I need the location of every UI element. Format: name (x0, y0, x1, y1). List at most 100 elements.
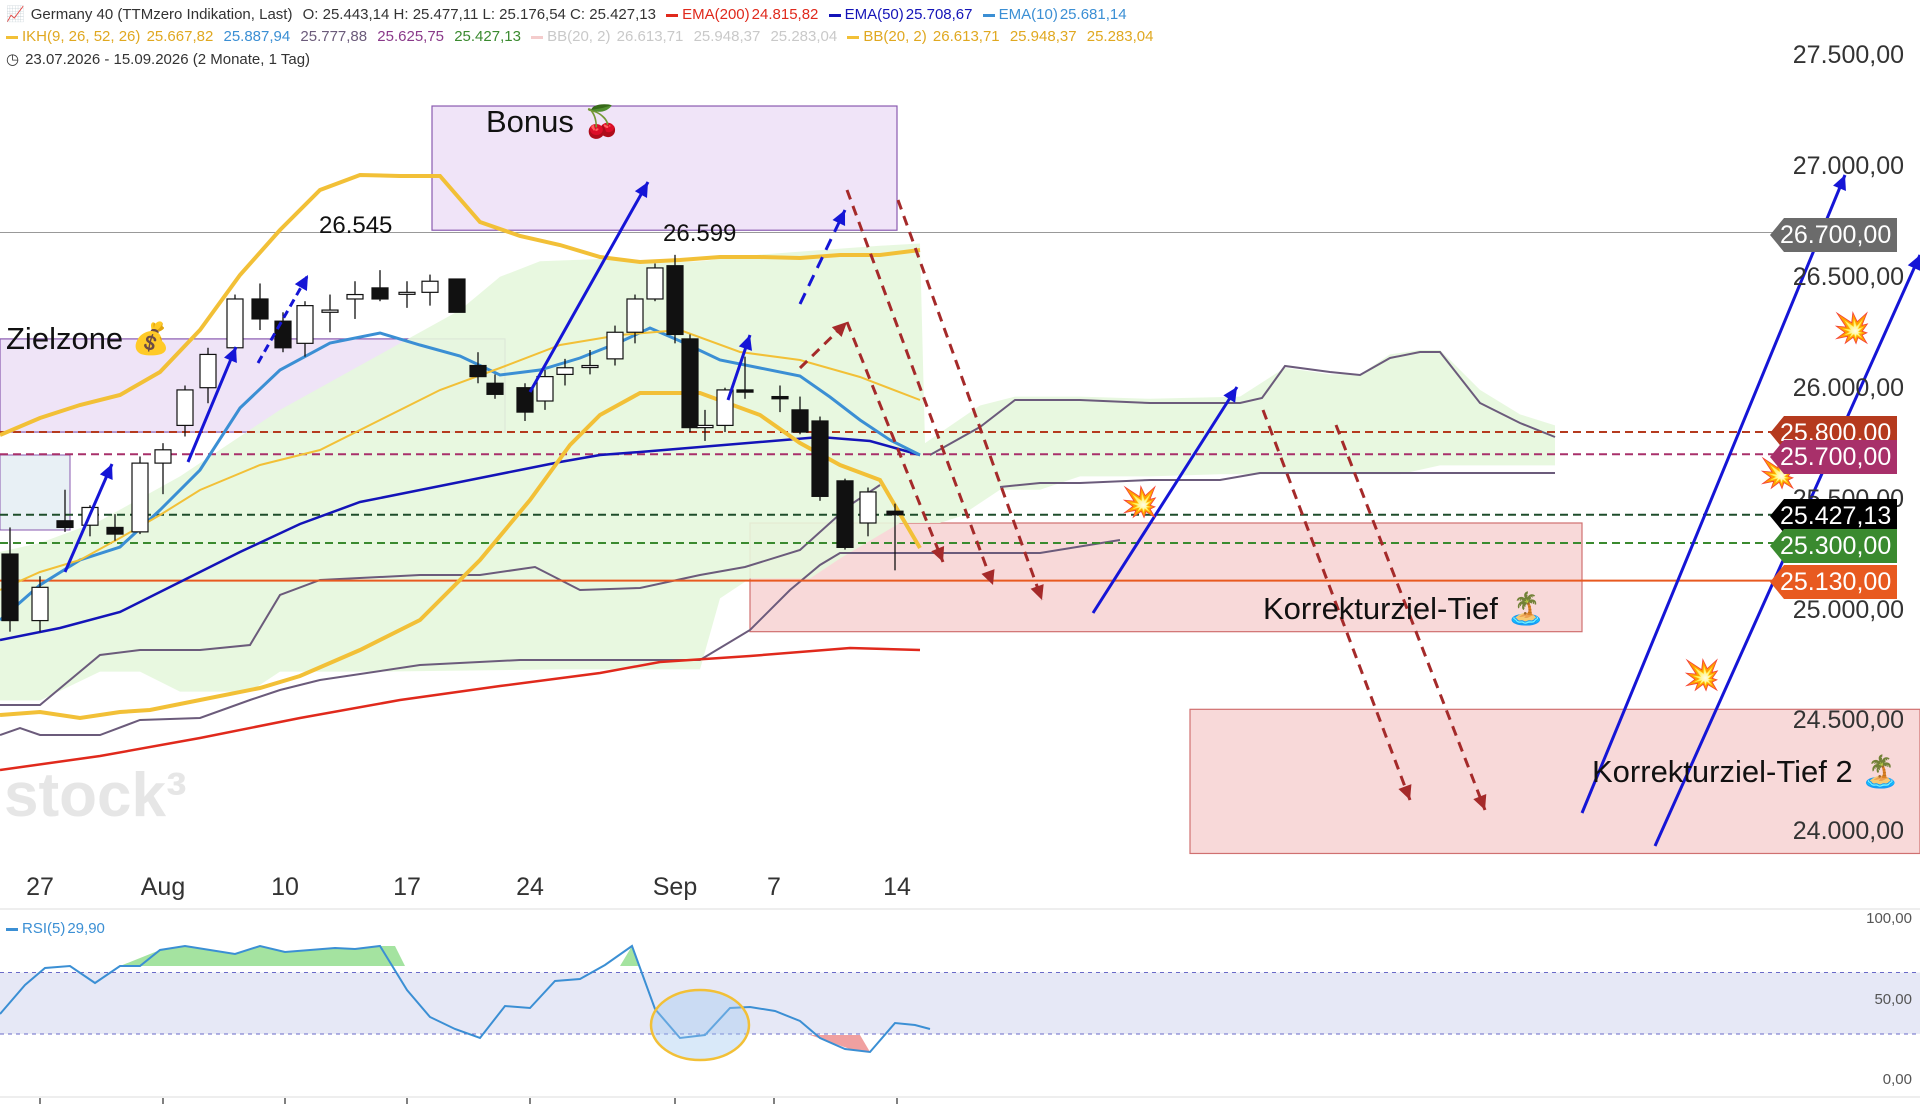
bb-grey-label[interactable]: BB(20, 2) (547, 28, 611, 45)
price-tag-25130[interactable]: 25.130,00 (1770, 565, 1898, 599)
candle-body (736, 389, 754, 393)
candle-body (536, 376, 554, 402)
candle-body (696, 424, 714, 429)
arrow-down-dashed (845, 189, 995, 586)
candle-body (106, 526, 124, 535)
x-axis-label: 14 (883, 873, 911, 901)
cloud-span-b (0, 484, 881, 706)
price-tag-26700[interactable]: 26.700,00 (1770, 218, 1898, 252)
arrow-down-dashed-head (831, 322, 847, 338)
price-tag-last[interactable]: 25.427,13 (1770, 499, 1898, 533)
zones-layer (0, 105, 1920, 855)
candle-body (371, 287, 389, 300)
price-tag-25700[interactable]: 25.700,00 (1770, 440, 1898, 474)
rsi-value: 29,90 (67, 920, 105, 937)
candle-body (251, 298, 269, 320)
ema10-line (0, 326, 921, 622)
x-axis-label: 10 (271, 873, 299, 901)
candle-body (606, 331, 624, 360)
cloud-fill (0, 243, 1555, 701)
korrekturziel-2-label: Korrekturziel-Tief 2 🏝️ (1592, 754, 1900, 789)
candle-body (646, 267, 664, 300)
burst-icon: 💥 (1121, 484, 1158, 520)
cloud-span-b-future (999, 472, 1555, 488)
candle-body (859, 491, 877, 524)
arrow-up-head (634, 182, 648, 198)
indicator-lines (0, 172, 922, 772)
candle-body (31, 586, 49, 622)
burst-icon: 💥 (1683, 657, 1720, 693)
arrow-down-dashed-head (1030, 584, 1044, 600)
ema50-swatch (828, 13, 841, 17)
rsi-band (0, 972, 1920, 1034)
candle-body (274, 320, 292, 349)
date-range: 23.07.2026 - 15.09.2026 (2 Monate, 1 Tag… (25, 51, 311, 68)
arrow-up-head (99, 464, 113, 480)
ikh-value-5: 25.427,13 (454, 28, 521, 45)
ikh-value-2: 25.887,94 (223, 28, 291, 45)
bb-value-2: 25.948,37 (1009, 28, 1077, 45)
candle-body (421, 280, 439, 293)
candle-body (581, 364, 599, 369)
bb-grey-value-1: 26.613,71 (616, 28, 684, 45)
ema10-value: 25.681,14 (1059, 6, 1127, 23)
price-tag-25300[interactable]: 25.300,00 (1770, 529, 1898, 563)
x-axis-label: 24 (516, 873, 544, 901)
ema10-label[interactable]: EMA(10) (998, 6, 1058, 23)
candle-body (131, 462, 149, 533)
ema50-value: 25.708,67 (905, 6, 973, 23)
candle-body (226, 298, 244, 349)
bb-label[interactable]: BB(20, 2) (863, 28, 927, 45)
candle-body (296, 305, 314, 344)
arrow-down-dashed-head (1398, 784, 1412, 800)
arrow-up-head (1833, 175, 1846, 191)
ikh-swatch (6, 35, 18, 39)
arrow-down-dashed (845, 321, 945, 563)
legend-line-1: 📈 Germany 40 (TTMzero Indikation, Last) O… (6, 5, 1133, 23)
price-axis-label: 27.000,00 (1792, 152, 1904, 180)
ohlc-values: O: 25.443,14 H: 25.477,11 L: 25.176,54 C… (302, 6, 656, 23)
ikh-value-4: 25.625,75 (377, 28, 445, 45)
arrow-up-head (1907, 255, 1920, 271)
candle-body (556, 367, 574, 375)
arrow-down-dashed (1261, 409, 1412, 801)
clock-icon: ◷ (6, 51, 20, 68)
ema200-label[interactable]: EMA(200) (682, 6, 750, 23)
legend-line-2: IKH(9, 26, 52, 26) 25.667,82 25.887,94 2… (6, 28, 1159, 45)
zone-bonus (431, 105, 898, 231)
watermark-logo: stock³ (4, 761, 187, 830)
candle-body (836, 480, 854, 548)
ema200-swatch (666, 13, 679, 17)
bb-grey-value-2: 25.948,37 (693, 28, 761, 45)
ikh-label[interactable]: IKH(9, 26, 52, 26) (22, 28, 141, 45)
arrow-down-dashed-head (981, 569, 995, 585)
candle-body (516, 387, 534, 413)
candle-body (346, 293, 364, 300)
zone-korrekturziel-tief (749, 522, 1583, 633)
arrow-up-head (1223, 387, 1237, 403)
ikh-value-3: 25.777,88 (300, 28, 368, 45)
candle-body (886, 510, 904, 516)
candle-body (811, 420, 829, 497)
rsi-axis-label: 0,00 (1882, 1071, 1912, 1088)
rsi-label[interactable]: RSI(5) (22, 920, 66, 937)
price-axis-label: 24.500,00 (1792, 706, 1904, 734)
candles-layer[interactable] (1, 254, 904, 632)
ema50-label[interactable]: EMA(50) (844, 6, 904, 23)
zielzone-label: Zielzone 💰 (6, 321, 171, 356)
ema10-swatch (982, 13, 995, 17)
arrows-layer: 💥💥💥💥 (63, 174, 1920, 847)
candle-body (1, 553, 19, 622)
burst-icon: 💥 (1833, 310, 1870, 346)
price-axis-label: 26.000,00 (1792, 374, 1904, 402)
arrow-up-head (738, 335, 752, 351)
candle-body (791, 409, 809, 433)
arrow-up-dashed (798, 209, 847, 305)
rsi-legend: RSI(5) 29,90 (6, 920, 111, 937)
chart-icon: 📈 (6, 6, 25, 23)
arrow-up (1580, 174, 1847, 814)
legend-line-3: ◷ 23.07.2026 - 15.09.2026 (2 Monate, 1 Ta… (6, 50, 316, 68)
arrow-up-dashed-head (832, 210, 846, 226)
arrow-up-dashed (256, 274, 310, 364)
